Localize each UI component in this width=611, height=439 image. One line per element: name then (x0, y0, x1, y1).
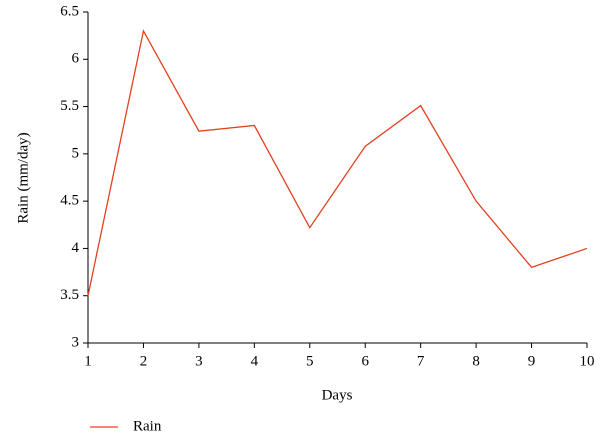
y-axis-label: Rain (mm/day) (15, 132, 31, 223)
y-tick-label: 5.5 (60, 98, 79, 114)
y-tick-label: 6.5 (60, 3, 79, 19)
data-line (87, 29, 588, 296)
legend-label: Rain (133, 418, 162, 434)
x-tick-label: 1 (84, 353, 92, 369)
x-tick-label: 5 (306, 353, 314, 369)
x-tick-label: 7 (417, 353, 425, 369)
y-tick-label: 3 (72, 334, 80, 350)
x-tick-label: 3 (195, 353, 203, 369)
x-tick-label: 8 (472, 353, 480, 369)
x-axis-label: Days (322, 387, 353, 403)
y-tick-label: 3.5 (60, 287, 79, 303)
x-tick-label: 9 (528, 353, 536, 369)
y-tick-label: 4.5 (60, 193, 79, 209)
x-tick-label: 6 (361, 353, 369, 369)
x-tick-label: 4 (251, 353, 259, 369)
y-tick-label: 4 (72, 240, 80, 256)
y-tick-label: 5 (72, 145, 80, 161)
x-tick-label: 2 (140, 353, 148, 369)
y-tick-label: 6 (72, 51, 80, 67)
x-tick-label: 10 (580, 353, 595, 369)
